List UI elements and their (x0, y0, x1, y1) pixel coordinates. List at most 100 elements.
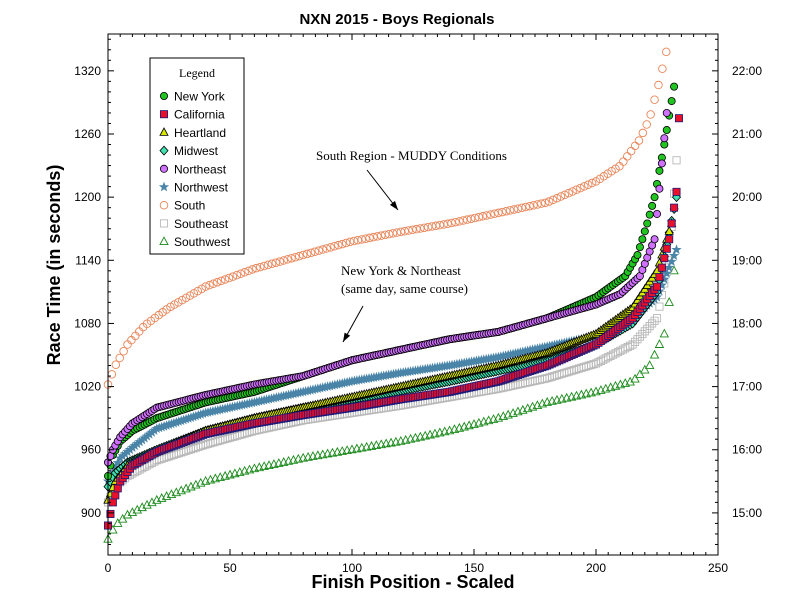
data-point (365, 233, 374, 243)
data-point (540, 198, 550, 208)
legend-item: Midwest (159, 144, 219, 158)
right-axis-tick-label: 19:00 (732, 253, 762, 267)
data-point (666, 256, 677, 266)
data-point (623, 342, 632, 352)
data-point (337, 239, 347, 249)
data-point (640, 364, 650, 374)
annotation-text: South Region - MUDDY Conditions (316, 148, 507, 163)
y-tick-label: 1260 (74, 127, 101, 141)
legend-label: Northeast (174, 162, 227, 176)
data-point (209, 279, 218, 288)
data-point (672, 187, 681, 196)
data-point (652, 314, 662, 323)
legend-label: Southeast (174, 217, 229, 231)
y-tick-label: 900 (81, 506, 101, 520)
legend-item: New York (159, 90, 226, 104)
data-point (486, 210, 495, 219)
data-point (298, 250, 308, 260)
data-point (113, 484, 122, 493)
data-point (443, 219, 452, 229)
data-point (640, 227, 649, 236)
data-point (644, 360, 655, 369)
data-point (560, 190, 570, 200)
data-point (537, 199, 546, 208)
legend-label: Midwest (174, 144, 219, 158)
legend-item: California (159, 108, 225, 122)
data-point (668, 250, 680, 261)
data-point (263, 260, 273, 270)
data-point (295, 251, 304, 261)
right-axis-tick-label: 17:00 (732, 380, 762, 394)
legend-item: South (159, 199, 205, 213)
data-point (244, 266, 253, 276)
data-point (248, 265, 257, 274)
data-point (654, 339, 665, 348)
data-point (213, 278, 222, 287)
data-point (490, 209, 499, 219)
data-point (439, 220, 448, 229)
data-point (662, 108, 671, 117)
legend-item: Northwest (158, 181, 229, 195)
data-point (501, 206, 511, 216)
x-tick-label: 250 (708, 561, 728, 575)
data-point (635, 243, 644, 252)
data-point (640, 327, 649, 336)
x-tick-label: 50 (223, 561, 237, 575)
x-tick-label: 0 (105, 561, 112, 575)
data-point (619, 157, 628, 166)
data-point (201, 282, 210, 291)
legend-marker (159, 236, 169, 246)
data-point (470, 213, 480, 223)
data-point (455, 217, 464, 226)
chart-title: NXN 2015 - Boys Regionals (299, 11, 494, 28)
data-point (654, 80, 663, 90)
data-point (635, 332, 644, 341)
data-point (650, 193, 659, 202)
series-south (103, 47, 671, 389)
data-point (451, 217, 460, 227)
data-point (670, 82, 679, 91)
data-point (267, 259, 277, 269)
data-point (635, 369, 645, 379)
legend-label: Southwest (174, 235, 231, 249)
data-point (564, 188, 573, 198)
data-point (466, 214, 476, 224)
data-point (373, 232, 382, 241)
data-point (259, 261, 269, 271)
right-axis-tick-label: 22:00 (732, 64, 762, 78)
data-point (279, 256, 288, 265)
data-point (648, 201, 657, 210)
data-point (493, 412, 504, 422)
data-point (583, 180, 593, 189)
x-tick-label: 150 (464, 561, 484, 575)
data-point (643, 219, 652, 228)
data-point (447, 218, 456, 228)
data-point (670, 203, 679, 212)
data-point (369, 232, 378, 242)
data-point (626, 146, 636, 156)
data-point (650, 316, 659, 325)
data-point (377, 231, 386, 240)
data-point (674, 114, 683, 123)
data-point (657, 159, 666, 168)
data-point (544, 197, 554, 206)
annotation-text: (same day, same course) (341, 281, 468, 296)
data-point (648, 319, 657, 328)
legend-item: Northeast (159, 162, 227, 176)
data-point (552, 193, 562, 203)
data-point (302, 249, 312, 259)
annotation: South Region - MUDDY Conditions (316, 148, 507, 211)
data-point (494, 208, 503, 218)
legend-item: Southwest (159, 235, 231, 249)
data-point (291, 252, 300, 262)
right-axis-tick-label: 15:00 (732, 506, 762, 520)
x-tick-label: 200 (586, 561, 606, 575)
annotations-layer: South Region - MUDDY Conditions New York … (316, 148, 507, 343)
axes-layer: 0 50 100 150 200 250 900 960 1020 1080 1140 1200 126… (74, 34, 762, 575)
right-axis-tick-label: 20:00 (732, 190, 762, 204)
data-point (205, 280, 214, 290)
data-point (655, 302, 664, 311)
data-point (275, 257, 285, 266)
data-point (664, 226, 674, 235)
